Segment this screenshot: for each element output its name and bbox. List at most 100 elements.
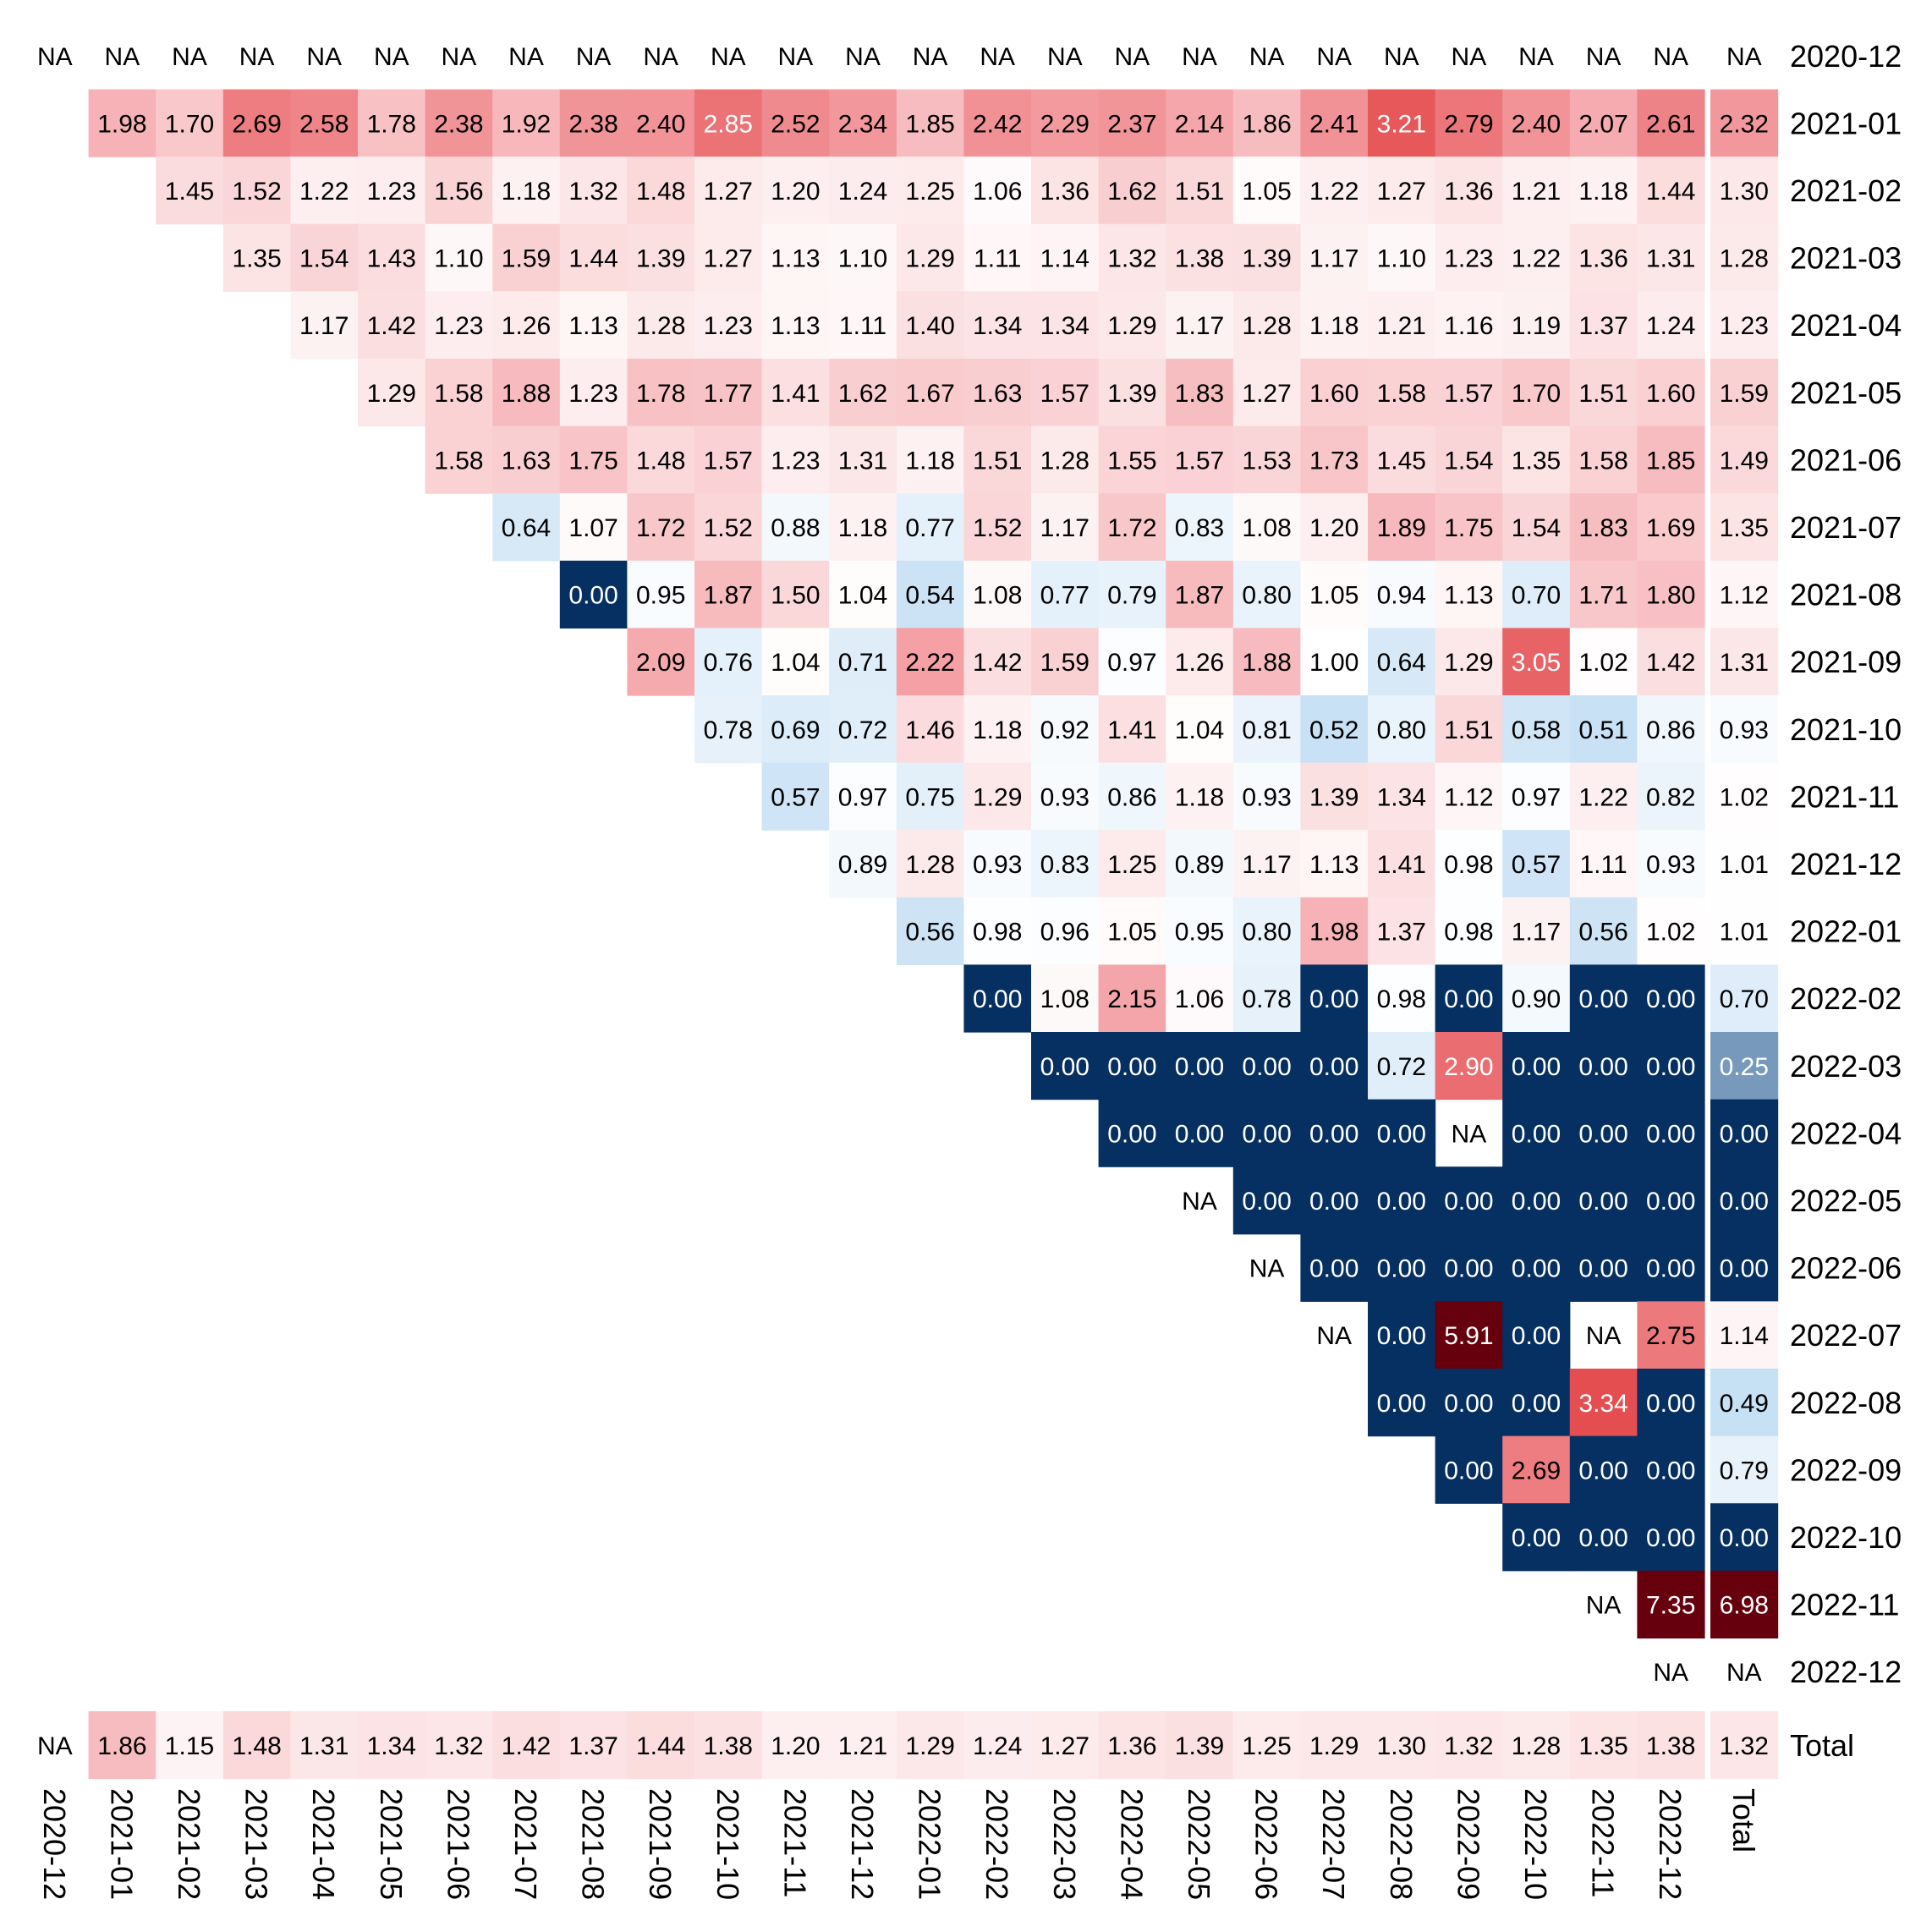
row-label: 2022-10	[1790, 1520, 1902, 1555]
heatmap-cell: 0.52	[1300, 695, 1369, 764]
heatmap-cell-fill	[829, 560, 897, 628]
heatmap-cell-label: 1.98	[97, 110, 146, 138]
column-total-cell-fill	[1502, 1711, 1571, 1780]
heatmap-cell-fill	[1368, 1369, 1436, 1437]
heatmap-cell: 1.34	[1368, 762, 1436, 831]
heatmap-cell: 1.51	[1166, 156, 1234, 225]
heatmap-cell-label: 0.64	[502, 514, 551, 542]
heatmap-cell-fill	[627, 359, 695, 427]
heatmap-cell-fill	[1502, 762, 1571, 831]
heatmap-cell: 1.44	[1637, 156, 1705, 225]
heatmap-cell-label: 0.86	[1646, 716, 1695, 744]
heatmap-cell-label: 1.25	[905, 178, 954, 206]
heatmap-cell-fill	[694, 425, 763, 494]
heatmap-cell-label: 1.31	[838, 447, 887, 475]
heatmap-cell-label: 0.00	[1578, 985, 1627, 1013]
column-total-cell-label: 1.36	[1107, 1732, 1156, 1760]
row-label: 2021-01	[1790, 106, 1902, 140]
heatmap-cell: 1.88	[1232, 628, 1301, 696]
heatmap-cell-label: 0.56	[905, 919, 954, 947]
heatmap-cell: 0.00	[1502, 1503, 1571, 1572]
heatmap-cell-fill	[1031, 291, 1100, 360]
heatmap-cell-fill	[1031, 964, 1100, 1033]
heatmap-cell: NA	[1653, 1659, 1688, 1687]
column-label: 2021-11	[777, 1788, 812, 1897]
heatmap-cell: 1.32	[1098, 223, 1166, 292]
heatmap-cell: 1.02	[1637, 897, 1705, 965]
heatmap-cell: 0.77	[896, 493, 964, 562]
heatmap-cell-label: 1.27	[1377, 178, 1426, 206]
heatmap-cell-label: 0.00	[1444, 985, 1493, 1013]
heatmap-cell: 0.81	[1232, 695, 1301, 764]
heatmap-cell: 0.93	[1637, 830, 1705, 898]
heatmap-cell: 2.40	[1502, 89, 1571, 157]
heatmap-cell-fill	[1435, 1435, 1503, 1504]
heatmap-cell-fill	[1166, 1032, 1234, 1100]
heatmap-cell-fill	[1098, 964, 1166, 1033]
heatmap-cell: NA	[711, 43, 746, 71]
heatmap-cell-label: 1.04	[1175, 716, 1224, 744]
heatmap-cell: 1.37	[1569, 291, 1638, 360]
heatmap-cell: NA	[1586, 1592, 1622, 1620]
column-total-cell: 1.48	[222, 1711, 291, 1780]
column-total-cell-fill	[963, 1711, 1032, 1780]
heatmap-cell: 0.97	[1502, 762, 1571, 831]
heatmap-cell: 0.93	[1232, 762, 1301, 831]
heatmap-cell-label: NA	[1586, 1322, 1622, 1350]
heatmap-cell: NA	[105, 43, 140, 71]
heatmap-cell-fill	[1098, 223, 1166, 292]
heatmap-cell: 1.10	[425, 223, 493, 292]
heatmap-cell-fill	[829, 493, 897, 562]
heatmap-cell-label: 0.78	[704, 716, 753, 744]
heatmap-cell-label: 0.00	[1444, 1390, 1493, 1418]
heatmap-cell: 1.69	[1637, 493, 1705, 562]
row-label: 2022-11	[1790, 1588, 1899, 1622]
heatmap-cell-label: 2.09	[636, 649, 685, 677]
heatmap-cell: 0.97	[1098, 628, 1166, 696]
heatmap-cell-label: 1.60	[1309, 380, 1358, 408]
heatmap-cell-fill	[492, 156, 561, 225]
heatmap-cell-label: 0.00	[568, 582, 617, 610]
row-total-cell-label: NA	[1726, 1659, 1762, 1687]
heatmap-cell-fill	[1031, 695, 1100, 764]
heatmap-cell-label: 0.97	[838, 783, 887, 811]
heatmap-cell: NA	[1518, 43, 1554, 71]
heatmap-cell: 0.00	[1569, 1503, 1638, 1572]
heatmap-cell-label: 1.40	[905, 312, 954, 340]
heatmap-cell-label: 1.43	[367, 245, 416, 273]
heatmap-cell: 1.87	[694, 560, 763, 628]
heatmap-cell-label: 1.37	[1578, 312, 1627, 340]
row-total-cell-label: 0.70	[1720, 985, 1769, 1013]
heatmap-cell-fill	[694, 628, 763, 696]
heatmap-cell-label: 0.00	[1646, 1053, 1695, 1081]
heatmap-cell-fill	[492, 223, 561, 292]
heatmap-cell-label: 0.95	[1175, 919, 1224, 947]
heatmap-cell-fill	[1569, 1099, 1638, 1167]
heatmap-cell: 1.28	[1031, 425, 1100, 494]
heatmap-cell-fill	[1637, 291, 1705, 360]
heatmap-cell-fill	[896, 560, 964, 628]
column-total-cell: 1.36	[1098, 1711, 1166, 1780]
heatmap-cell: 1.08	[1232, 493, 1301, 562]
heatmap-cell: 1.23	[694, 291, 763, 360]
heatmap-cell: 1.29	[896, 223, 964, 292]
heatmap-cell-label: 1.13	[1309, 851, 1358, 879]
heatmap-cell-fill	[1300, 1166, 1369, 1235]
column-total-cell: 1.28	[1502, 1711, 1571, 1780]
heatmap-cell-fill	[761, 493, 830, 562]
column-total-cell-fill	[1368, 1711, 1436, 1780]
heatmap-cell-fill	[1300, 425, 1369, 494]
column-total-cell-fill	[1098, 1711, 1166, 1780]
heatmap-cell: 1.57	[1031, 359, 1100, 427]
heatmap-cell-label: 1.06	[1175, 985, 1224, 1013]
heatmap-cell: 1.21	[1502, 156, 1571, 225]
heatmap-cell-fill	[1166, 223, 1234, 292]
heatmap-cell-fill	[1569, 89, 1638, 157]
row-label: 2021-04	[1790, 308, 1902, 343]
heatmap-cell: 0.64	[492, 493, 561, 562]
heatmap-cell-label: 1.13	[568, 312, 617, 340]
row-label: 2022-08	[1790, 1386, 1902, 1420]
row-total-cell-fill	[1710, 1032, 1779, 1100]
heatmap-cell-label: 1.86	[1242, 110, 1291, 138]
heatmap-cell-fill	[963, 89, 1032, 157]
